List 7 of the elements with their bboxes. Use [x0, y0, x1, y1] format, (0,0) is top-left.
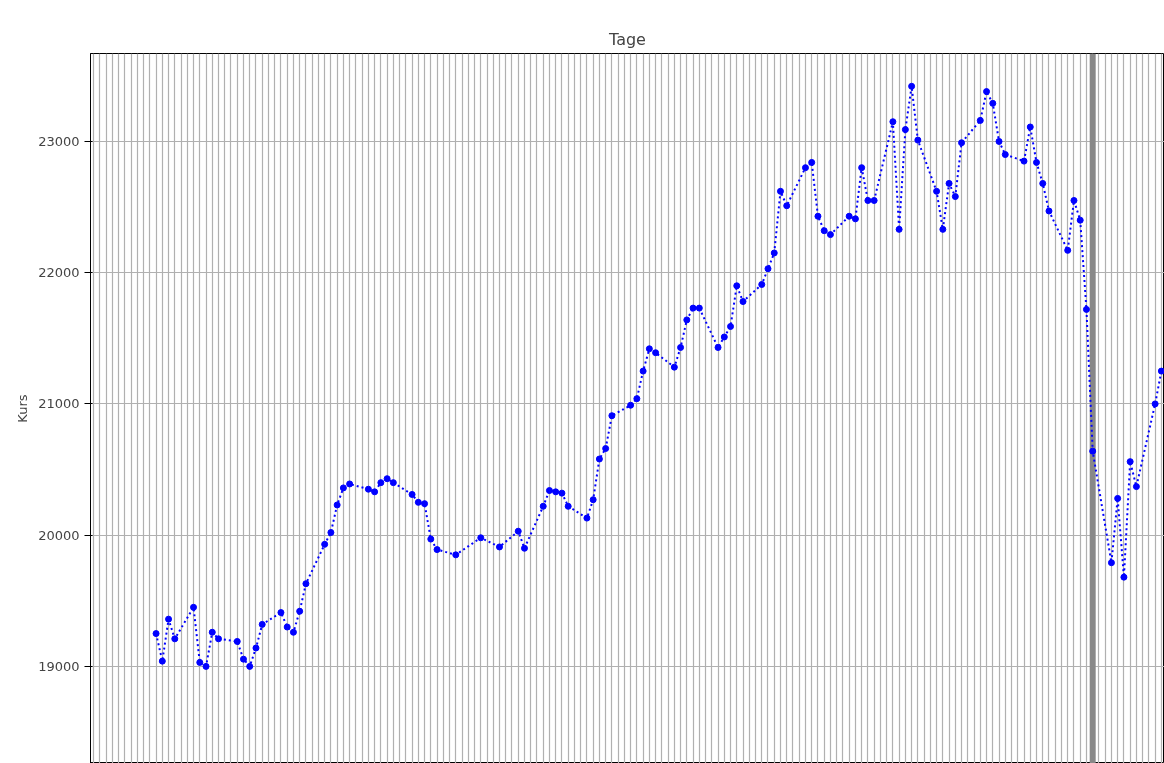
y-tick-label: 23000: [38, 133, 80, 149]
chart-title: Tage: [608, 29, 646, 49]
y-axis-title: Kurs: [15, 394, 31, 423]
y-tick-label: 22000: [38, 265, 80, 281]
y-tick-label: 21000: [38, 396, 80, 412]
y-tick-label: 19000: [38, 658, 80, 674]
y-tick-label: 20000: [38, 527, 80, 543]
